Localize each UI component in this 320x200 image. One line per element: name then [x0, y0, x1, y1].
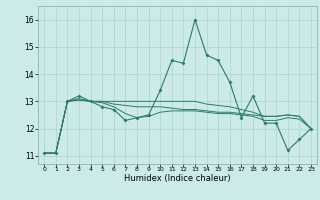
X-axis label: Humidex (Indice chaleur): Humidex (Indice chaleur): [124, 174, 231, 183]
